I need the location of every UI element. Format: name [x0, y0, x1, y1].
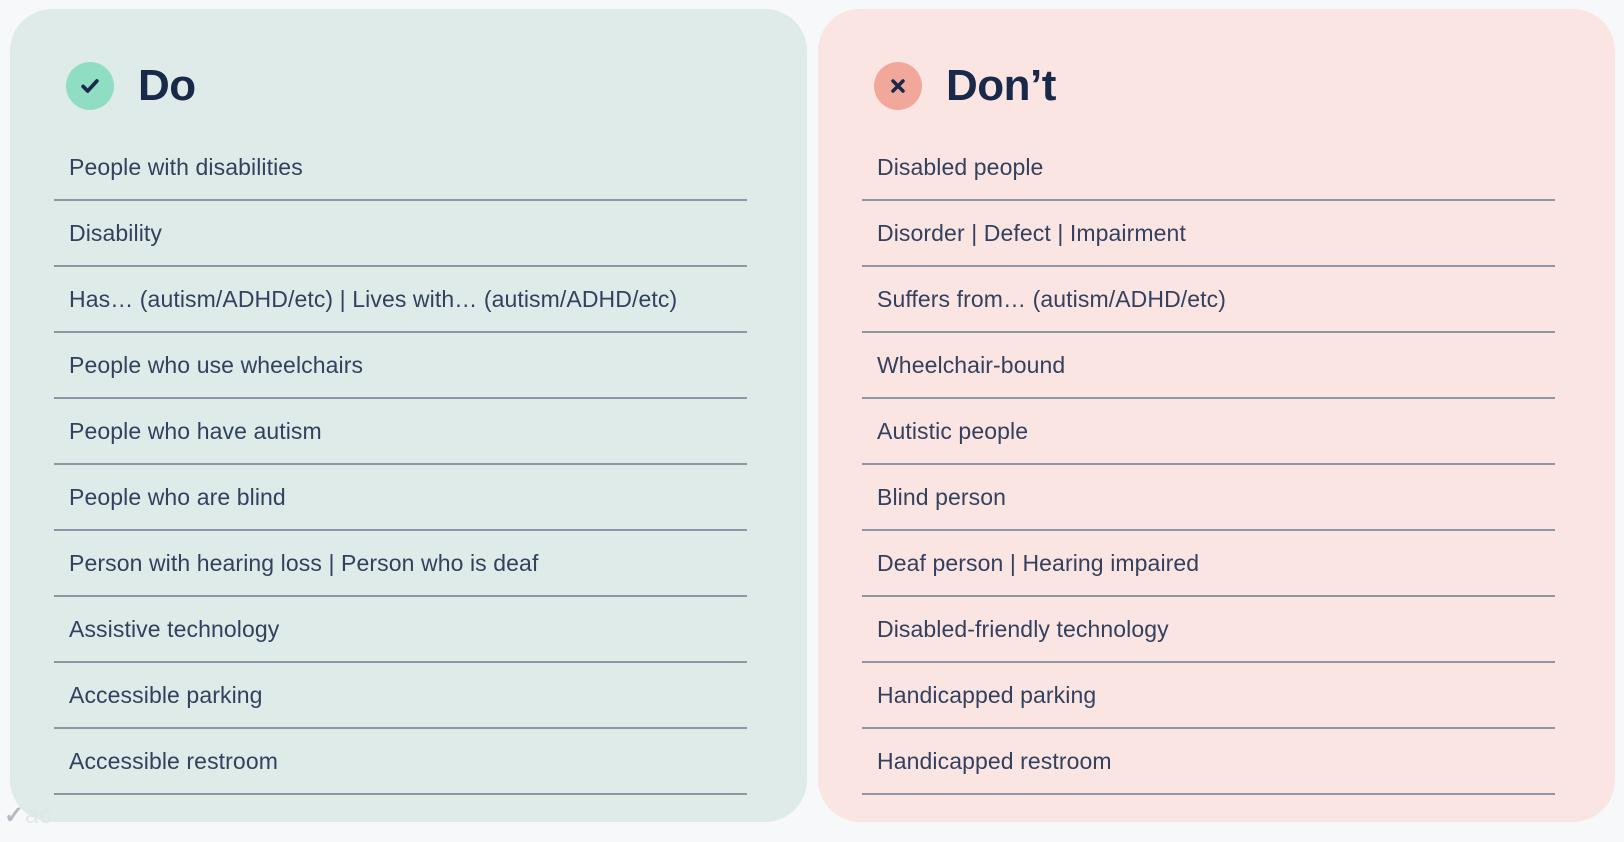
do-card: Do People with disabilities Disability Has… — [10, 9, 807, 822]
watermark-check-icon: ✓ — [4, 802, 26, 829]
list-item: Assistive technology — [54, 597, 747, 663]
dont-card-title: Don’t — [946, 61, 1056, 110]
do-card-header: Do — [54, 62, 747, 110]
dont-term-list: Disabled people Disorder | Defect | Impai… — [862, 135, 1555, 795]
list-item: Deaf person | Hearing impaired — [862, 531, 1555, 597]
list-item: Handicapped parking — [862, 663, 1555, 729]
list-item: Wheelchair-bound — [862, 333, 1555, 399]
watermark: ✓ac — [4, 801, 52, 830]
list-item: Suffers from… (autism/ADHD/etc) — [862, 267, 1555, 333]
list-item: Disability — [54, 201, 747, 267]
list-item: Accessible parking — [54, 663, 747, 729]
dont-card-header: Don’t — [862, 62, 1555, 110]
list-item: Person with hearing loss | Person who is… — [54, 531, 747, 597]
list-item: Handicapped restroom — [862, 729, 1555, 795]
check-icon — [66, 62, 114, 110]
cross-icon — [874, 62, 922, 110]
list-item: People who are blind — [54, 465, 747, 531]
list-item: Accessible restroom — [54, 729, 747, 795]
list-item: Autistic people — [862, 399, 1555, 465]
list-item: Has… (autism/ADHD/etc) | Lives with… (au… — [54, 267, 747, 333]
dont-card: Don’t Disabled people Disorder | Defect |… — [818, 9, 1615, 822]
list-item: Disorder | Defect | Impairment — [862, 201, 1555, 267]
do-card-title: Do — [138, 61, 196, 110]
watermark-text: ac — [25, 802, 53, 829]
do-term-list: People with disabilities Disability Has… (… — [54, 135, 747, 795]
cards-row: Do People with disabilities Disability Has… — [10, 9, 1615, 822]
list-item: Disabled-friendly technology — [862, 597, 1555, 663]
list-item: People who have autism — [54, 399, 747, 465]
list-item: People with disabilities — [54, 135, 747, 201]
list-item: Blind person — [862, 465, 1555, 531]
list-item: Disabled people — [862, 135, 1555, 201]
list-item: People who use wheelchairs — [54, 333, 747, 399]
